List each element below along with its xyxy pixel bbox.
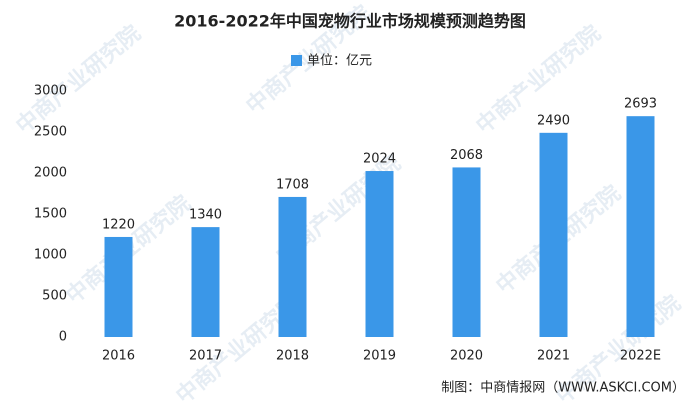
bar (626, 116, 655, 337)
watermark: 中商产业研究院 (11, 20, 146, 139)
y-tick-label: 2500 (34, 125, 67, 140)
y-tick-label: 0 (59, 330, 67, 345)
y-tick-label: 1000 (34, 248, 67, 263)
source-note: 制图：中商情报网（WWW.ASKCI.COM） (441, 381, 685, 396)
y-tick-label: 500 (42, 289, 67, 304)
value-label: 1220 (102, 217, 135, 232)
x-tick-label: 2020 (450, 349, 483, 364)
value-label: 2068 (450, 148, 483, 163)
value-label: 2024 (363, 152, 396, 167)
chart-title: 2016-2022年中国宠物行业市场规模预测趋势图 (174, 12, 526, 31)
bar (365, 171, 394, 337)
x-tick-label: 2019 (363, 349, 396, 364)
x-tick-label: 2016 (102, 349, 135, 364)
value-label: 2490 (537, 113, 570, 128)
y-tick-label: 2000 (34, 166, 67, 181)
x-tick-label: 2018 (276, 349, 309, 364)
value-label: 1340 (189, 208, 222, 223)
legend-label: 单位：亿元 (307, 54, 372, 69)
x-tick-label: 2021 (537, 349, 570, 364)
y-tick-label: 1500 (34, 207, 67, 222)
value-label: 1708 (276, 177, 309, 192)
bar (452, 167, 481, 337)
y-tick-label: 3000 (34, 84, 67, 99)
bar (539, 132, 568, 337)
value-label: 2693 (624, 97, 657, 112)
x-tick-label: 2022E (620, 349, 661, 364)
bar (104, 236, 133, 337)
bar (191, 227, 220, 337)
bar (278, 196, 307, 337)
x-tick-label: 2017 (189, 349, 222, 364)
legend-swatch (291, 55, 302, 66)
